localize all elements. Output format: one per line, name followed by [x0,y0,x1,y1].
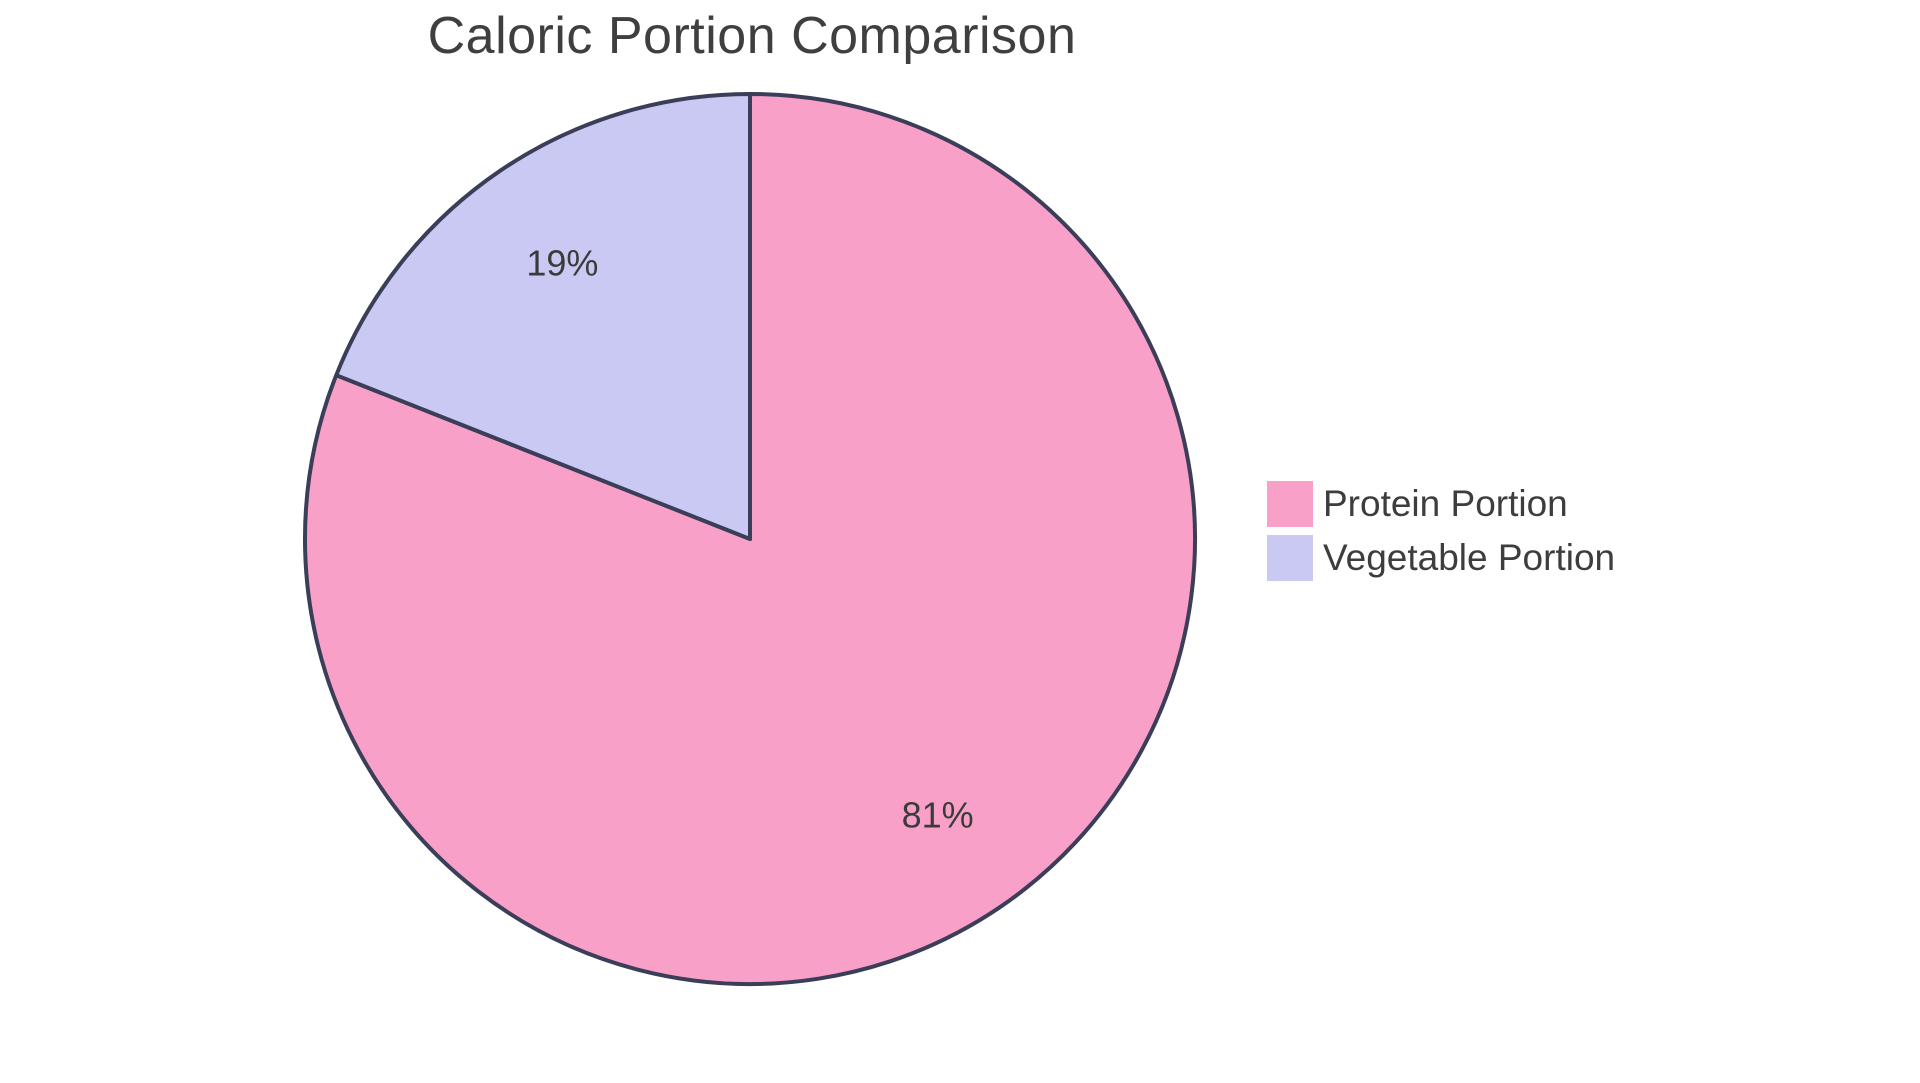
legend-label-protein-portion: Protein Portion [1323,483,1568,524]
pie-slice-percent-label-protein-portion: 81% [902,795,974,836]
legend: Protein Portion Vegetable Portion [1267,481,1615,589]
legend-swatch-vegetable-portion [1267,535,1313,581]
legend-label-vegetable-portion: Vegetable Portion [1323,537,1616,578]
pie-slice-percent-label-vegetable-portion: 19% [526,243,598,284]
pie-slice-vegetable-portion[interactable] [334,92,752,541]
legend-swatch-protein-portion [1267,481,1313,527]
legend-item-protein-portion[interactable]: Protein Portion [1267,481,1615,527]
chart-title: Caloric Portion Comparison [427,7,1077,65]
legend-item-vegetable-portion[interactable]: Vegetable Portion [1267,535,1615,581]
